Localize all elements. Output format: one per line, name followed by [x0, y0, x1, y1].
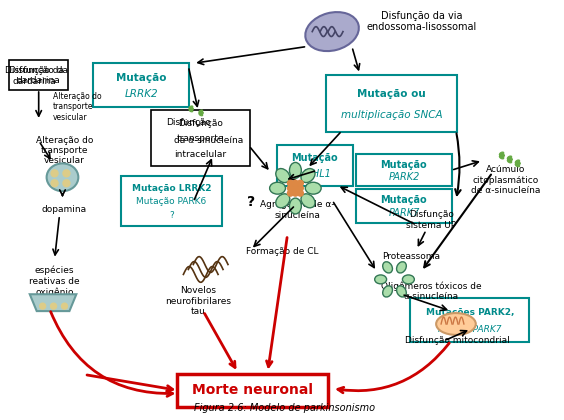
Text: Formação de CL: Formação de CL	[246, 247, 319, 256]
FancyBboxPatch shape	[121, 176, 222, 226]
Ellipse shape	[499, 152, 504, 155]
FancyBboxPatch shape	[356, 189, 452, 223]
Text: Disfunção: Disfunção	[166, 118, 211, 127]
Ellipse shape	[515, 162, 521, 165]
Text: Mutação: Mutação	[381, 195, 428, 205]
Ellipse shape	[383, 262, 393, 273]
Ellipse shape	[305, 12, 359, 51]
Text: Disfunção mitocondrial: Disfunção mitocondrial	[404, 336, 509, 345]
Ellipse shape	[276, 168, 290, 183]
Text: multiplicação SNCA: multiplicação SNCA	[341, 110, 442, 121]
Ellipse shape	[507, 160, 512, 163]
Text: Disfunção: Disfunção	[178, 119, 223, 128]
Ellipse shape	[289, 198, 301, 214]
Text: Mutação: Mutação	[116, 73, 166, 83]
Text: Mutação: Mutação	[292, 153, 338, 163]
Text: Disfunção
sistema UP: Disfunção sistema UP	[406, 210, 456, 230]
Circle shape	[292, 190, 298, 196]
Text: Disfunção da via
endossoma-lisossomal: Disfunção da via endossoma-lisossomal	[366, 11, 477, 32]
Ellipse shape	[500, 154, 504, 157]
FancyBboxPatch shape	[411, 298, 529, 342]
Ellipse shape	[199, 112, 203, 114]
Ellipse shape	[270, 182, 285, 194]
Ellipse shape	[190, 108, 193, 110]
Text: transporte: transporte	[177, 134, 224, 143]
Ellipse shape	[403, 275, 415, 284]
Polygon shape	[30, 294, 76, 311]
Text: da α-sinucleína: da α-sinucleína	[174, 136, 243, 145]
Text: PARK2: PARK2	[388, 172, 420, 182]
Text: Agregação de α-
sinucleína: Agregação de α- sinucleína	[260, 200, 334, 220]
Ellipse shape	[396, 286, 406, 297]
Text: PARK7: PARK7	[388, 208, 420, 218]
Circle shape	[63, 180, 70, 187]
Text: PARK6, PARK7: PARK6, PARK7	[438, 325, 501, 333]
Ellipse shape	[374, 275, 386, 284]
Circle shape	[51, 170, 58, 177]
Text: Figura 2.6: Modelo de parkinsonismo: Figura 2.6: Modelo de parkinsonismo	[194, 403, 375, 413]
Text: Acúmulo
citoplasmático
de α-sinucleína: Acúmulo citoplasmático de α-sinucleína	[471, 165, 540, 195]
Text: ?: ?	[246, 195, 255, 209]
Circle shape	[297, 190, 303, 196]
FancyBboxPatch shape	[178, 373, 328, 407]
Text: Morte neuronal: Morte neuronal	[192, 383, 313, 397]
Text: Mutações PARK2,: Mutações PARK2,	[426, 308, 514, 317]
Ellipse shape	[508, 158, 513, 161]
FancyBboxPatch shape	[9, 60, 68, 90]
Text: UCHL1: UCHL1	[298, 169, 331, 179]
Text: intracelular: intracelular	[174, 150, 226, 159]
Circle shape	[288, 185, 293, 191]
Circle shape	[51, 180, 58, 187]
Ellipse shape	[507, 156, 512, 160]
Ellipse shape	[305, 182, 321, 194]
Text: dopamina: dopamina	[42, 205, 87, 215]
Text: Mutação ou: Mutação ou	[357, 89, 426, 99]
Ellipse shape	[515, 163, 519, 167]
Text: LRRK2: LRRK2	[125, 89, 158, 99]
Text: Oligômeros tóxicos de
α-sinucleína: Oligômeros tóxicos de α-sinucleína	[381, 281, 482, 301]
Text: Novelos
neurofibrilares
tau: Novelos neurofibrilares tau	[165, 286, 231, 316]
Text: Mutação: Mutação	[381, 160, 428, 170]
Circle shape	[297, 180, 303, 186]
Ellipse shape	[301, 168, 315, 183]
FancyBboxPatch shape	[276, 144, 353, 186]
Circle shape	[39, 303, 46, 309]
Ellipse shape	[301, 194, 315, 208]
Circle shape	[288, 190, 293, 196]
Ellipse shape	[47, 163, 78, 191]
Text: espécies
reativas de
oxigênio: espécies reativas de oxigênio	[29, 266, 80, 297]
Circle shape	[297, 185, 303, 191]
Circle shape	[292, 185, 298, 191]
Ellipse shape	[189, 106, 193, 109]
Ellipse shape	[189, 109, 193, 112]
Text: Mutação PARK6: Mutação PARK6	[136, 197, 206, 206]
Text: ?: ?	[169, 211, 174, 220]
Ellipse shape	[436, 313, 476, 335]
Text: Proteassoma: Proteassoma	[382, 252, 440, 261]
Text: Alteração do
transporte
vesicular: Alteração do transporte vesicular	[36, 136, 93, 165]
Text: Disfunção da
dardarina: Disfunção da dardarina	[5, 66, 64, 86]
Circle shape	[51, 303, 56, 309]
Ellipse shape	[383, 286, 393, 297]
Text: Disfunção da
dardarina: Disfunção da dardarina	[9, 66, 68, 85]
Ellipse shape	[276, 194, 290, 208]
Ellipse shape	[199, 113, 202, 116]
FancyBboxPatch shape	[326, 75, 457, 132]
FancyBboxPatch shape	[93, 63, 190, 107]
Ellipse shape	[515, 160, 519, 163]
Circle shape	[292, 180, 298, 186]
Ellipse shape	[499, 155, 504, 159]
Ellipse shape	[396, 262, 406, 273]
Circle shape	[61, 303, 68, 309]
Ellipse shape	[289, 163, 301, 178]
Text: Alteração do
transporte
vesicular: Alteração do transporte vesicular	[52, 92, 101, 122]
FancyBboxPatch shape	[151, 110, 250, 166]
Ellipse shape	[199, 110, 202, 113]
Text: Mutação LRRK2: Mutação LRRK2	[132, 184, 212, 193]
Circle shape	[63, 170, 70, 177]
Circle shape	[288, 180, 293, 186]
FancyBboxPatch shape	[356, 155, 452, 186]
